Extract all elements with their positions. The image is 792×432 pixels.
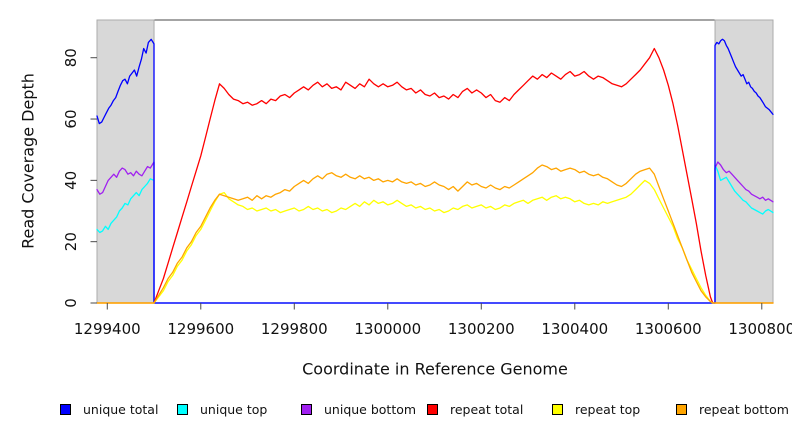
svg-text:1299800: 1299800 xyxy=(261,320,328,338)
legend-item-repeat-top: repeat top xyxy=(552,402,640,417)
svg-text:60: 60 xyxy=(62,109,80,128)
legend-label: unique total xyxy=(83,402,159,417)
svg-text:1300000: 1300000 xyxy=(354,320,421,338)
svg-text:80: 80 xyxy=(62,48,80,67)
unique-total-swatch-icon xyxy=(60,404,71,415)
legend-label: unique bottom xyxy=(324,402,417,417)
svg-text:1300800: 1300800 xyxy=(728,320,792,338)
repeat-total-swatch-icon xyxy=(427,404,438,415)
svg-text:40: 40 xyxy=(62,171,80,190)
legend-item-repeat-bottom: repeat bottom xyxy=(676,402,789,417)
x-axis-title: Coordinate in Reference Genome xyxy=(302,359,568,379)
legend-item-unique-total: unique total xyxy=(60,402,158,417)
svg-text:1300400: 1300400 xyxy=(541,320,608,338)
unique-top-swatch-icon xyxy=(177,404,188,415)
legend-item-unique-bottom: unique bottom xyxy=(301,402,416,417)
svg-text:1299400: 1299400 xyxy=(74,320,141,338)
repeat-top-swatch-icon xyxy=(552,404,563,415)
y-axis-title: Read Coverage Depth xyxy=(18,73,38,249)
svg-text:1299600: 1299600 xyxy=(167,320,234,338)
svg-text:20: 20 xyxy=(62,232,80,251)
repeat-bottom-swatch-icon xyxy=(676,404,687,415)
svg-text:1300600: 1300600 xyxy=(635,320,702,338)
legend-label: repeat bottom xyxy=(699,402,789,417)
legend-item-unique-top: unique top xyxy=(177,402,267,417)
svg-text:1300200: 1300200 xyxy=(448,320,515,338)
svg-text:0: 0 xyxy=(62,298,80,308)
unique-bottom-swatch-icon xyxy=(301,404,312,415)
legend-label: repeat top xyxy=(575,402,641,417)
legend-item-repeat-total: repeat total xyxy=(427,402,523,417)
legend-label: repeat total xyxy=(450,402,524,417)
legend-label: unique top xyxy=(200,402,268,417)
